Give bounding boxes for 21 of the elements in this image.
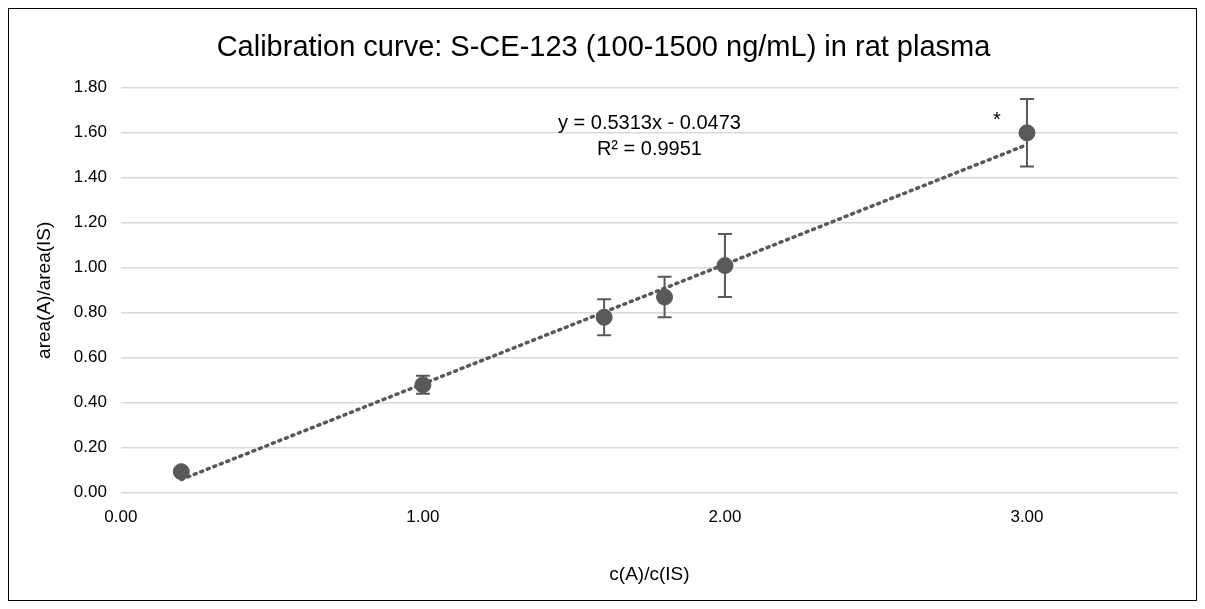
- y-tick-label: 1.80: [73, 77, 107, 97]
- y-tick-label: 0.00: [73, 482, 107, 502]
- y-tick-label: 1.00: [73, 257, 107, 277]
- y-tick-label: 0.40: [73, 392, 107, 412]
- annotation: *: [993, 108, 1002, 131]
- y-tick-label: 0.80: [73, 302, 107, 322]
- y-tick-label: 0.20: [73, 437, 107, 457]
- chart-title: Calibration curve: S-CE-123 (100-1500 ng/mL) in rat plasma: [216, 30, 992, 63]
- x-axis-title: c(A)/c(IS): [609, 562, 690, 584]
- y-tick-label: 1.40: [73, 167, 107, 187]
- x-tick-label: 2.00: [708, 506, 742, 526]
- point: [172, 463, 190, 481]
- y-axis-title: area(A)/area(IS): [32, 221, 54, 359]
- x-tick-label: 1.00: [406, 506, 440, 526]
- y-tick-label: 0.60: [73, 347, 107, 367]
- x-tick-label: 0.00: [104, 506, 138, 526]
- y-tick-label: 1.20: [73, 212, 107, 232]
- annotation: R² = 0.9951: [596, 137, 702, 160]
- x-tick-label: 3.00: [1010, 506, 1044, 526]
- y-tick-label: 1.60: [73, 122, 107, 142]
- annotation: y = 0.5313x - 0.0473: [557, 111, 741, 134]
